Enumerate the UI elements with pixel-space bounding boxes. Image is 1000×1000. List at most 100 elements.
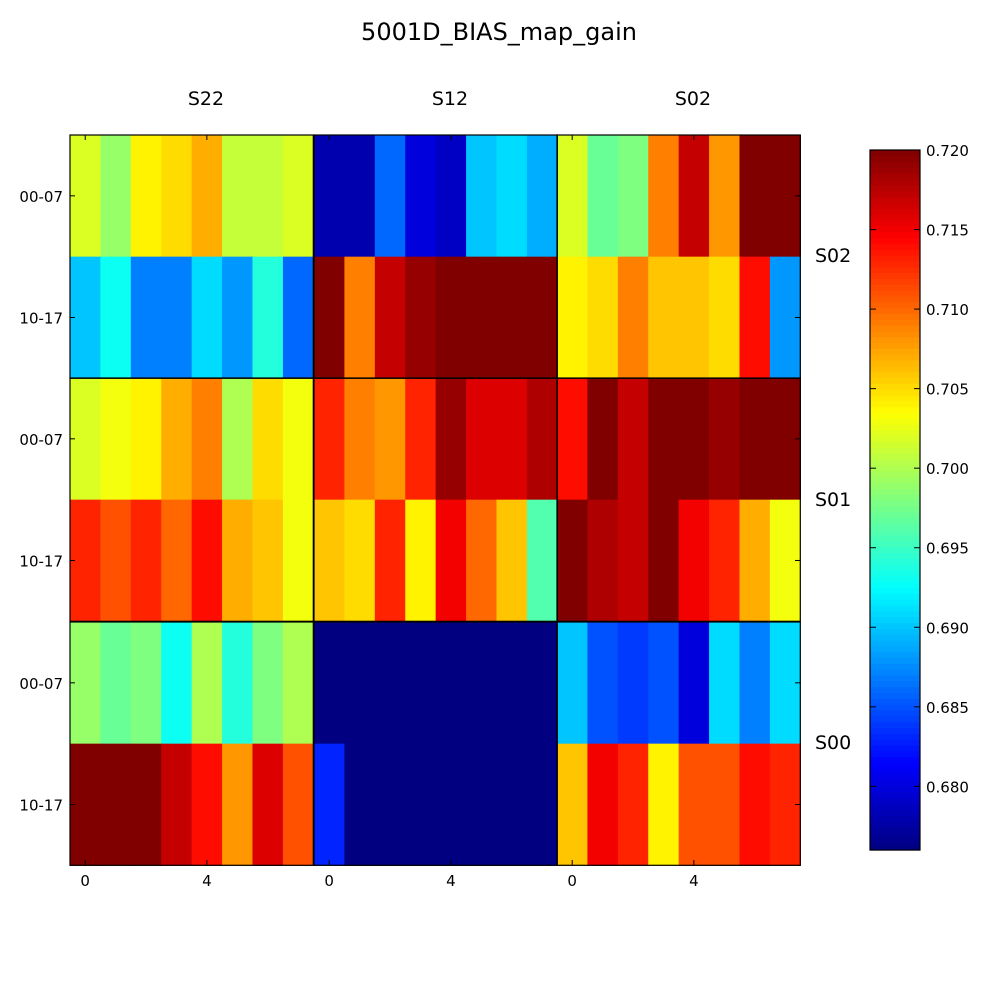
y-tick-label: 10-17 — [19, 309, 63, 327]
colorbar-segment — [870, 231, 920, 239]
colorbar-segment — [870, 167, 920, 174]
colorbar-segment — [870, 540, 920, 548]
colorbar-segment — [870, 605, 920, 612]
heatmap-cell — [648, 499, 680, 622]
colorbar-segment — [870, 791, 920, 799]
colorbar-segment — [870, 832, 920, 839]
heatmap-cell — [191, 499, 223, 622]
colorbar-segment — [870, 325, 920, 332]
heatmap-cell — [161, 499, 193, 622]
colorbar-segment — [870, 161, 920, 169]
heatmap-cell — [314, 743, 346, 866]
heatmap-cell — [678, 378, 710, 501]
colorbar-segment — [870, 453, 920, 460]
colorbar-segment — [870, 406, 920, 414]
colorbar-segment — [870, 523, 920, 530]
heatmap-cell — [466, 378, 498, 501]
colorbar-segment — [870, 266, 920, 274]
colorbar-segment — [870, 710, 920, 717]
heatmap-cell — [466, 622, 498, 745]
heatmap-cell — [100, 378, 132, 501]
heatmap-cell — [70, 378, 102, 501]
axis-ticks: 00-07 10-17 00-07 10-17 00-07 10-17 0 4 0 4 0 4 — [19, 135, 800, 890]
heatmap-cell — [252, 743, 284, 866]
heatmap-cell — [191, 256, 223, 379]
heatmap-cell — [739, 378, 771, 501]
heatmap-cell — [314, 256, 346, 379]
colorbar-segment — [870, 844, 920, 851]
colorbar-segment — [870, 651, 920, 659]
heatmap-cell — [526, 256, 558, 379]
colorbar-segment — [870, 190, 920, 198]
heatmap-cell — [161, 256, 193, 379]
heatmap-cell — [130, 499, 162, 622]
colorbar-segment — [870, 797, 920, 804]
heatmap-cell — [252, 378, 284, 501]
x-tick-label: 4 — [446, 872, 456, 890]
colorbar-segment — [870, 599, 920, 606]
colorbar-segment — [870, 494, 920, 501]
heatmap-cell — [100, 135, 132, 258]
heatmap-cell — [648, 256, 680, 379]
row-labels: S02 S01 S00 — [815, 245, 851, 754]
colorbar-segment — [870, 669, 920, 676]
heatmap-cell — [70, 256, 102, 379]
colorbar-segment — [870, 208, 920, 215]
colorbar: 0.680 0.685 0.690 0.695 0.700 0.705 0.710 0.715… — [869, 142, 969, 851]
y-tick-label: 00-07 — [19, 188, 63, 206]
colorbar-segment — [870, 465, 920, 472]
x-tick-label: 0 — [80, 872, 90, 890]
heatmap-cell — [130, 743, 162, 866]
colorbar-segment — [870, 739, 920, 746]
heatmap-cell — [222, 378, 254, 501]
colorbar-segment — [870, 173, 920, 180]
colorbar-segment — [870, 529, 920, 536]
heatmap-cell — [100, 622, 132, 745]
heatmap-cell — [709, 743, 741, 866]
heatmap-cell — [435, 256, 467, 379]
colorbar-segment — [870, 692, 920, 699]
colorbar-segment — [870, 715, 920, 723]
heatmap-cell — [374, 135, 406, 258]
heatmap-cell — [739, 256, 771, 379]
heatmap-cell — [557, 743, 589, 866]
colorbar-segment — [870, 470, 920, 478]
y-tick-label: 10-17 — [19, 796, 63, 814]
colorbar-segment — [870, 762, 920, 769]
colorbar-segment — [870, 587, 920, 594]
colorbar-segment — [870, 395, 920, 402]
colorbar-tick-label: 0.695 — [926, 540, 969, 558]
heatmap-cell — [435, 743, 467, 866]
heatmap-cell — [344, 256, 376, 379]
heatmap-cell — [435, 378, 467, 501]
heatmap-cell — [678, 135, 710, 258]
colorbar-segment — [870, 500, 920, 507]
heatmap-cell — [405, 378, 437, 501]
column-label-s12: S12 — [432, 88, 468, 110]
colorbar-segment — [870, 616, 920, 624]
heatmap-cell — [587, 743, 619, 866]
heatmap-cell — [709, 622, 741, 745]
heatmap-cell — [617, 743, 649, 866]
colorbar-segment — [870, 319, 920, 326]
heatmap-cell — [252, 499, 284, 622]
colorbar-segment — [870, 517, 920, 524]
colorbar-segment — [870, 278, 920, 285]
heatmap-cell — [648, 743, 680, 866]
colorbar-segment — [870, 546, 920, 554]
colorbar-segment — [870, 237, 920, 244]
heatmap-cell — [739, 622, 771, 745]
colorbar-segment — [870, 383, 920, 390]
heatmap-cell — [709, 378, 741, 501]
panel-frames — [69, 134, 801, 866]
colorbar-segment — [870, 482, 920, 489]
heatmap-cell — [191, 378, 223, 501]
heatmap-cell — [314, 135, 346, 258]
heatmap-cell — [435, 499, 467, 622]
y-tick-label: 10-17 — [19, 552, 63, 570]
row-label-s00: S00 — [815, 732, 851, 754]
colorbar-segment — [870, 505, 920, 513]
heatmap-cell — [678, 256, 710, 379]
heatmap-cell — [526, 622, 558, 745]
column-label-s22: S22 — [188, 88, 224, 110]
